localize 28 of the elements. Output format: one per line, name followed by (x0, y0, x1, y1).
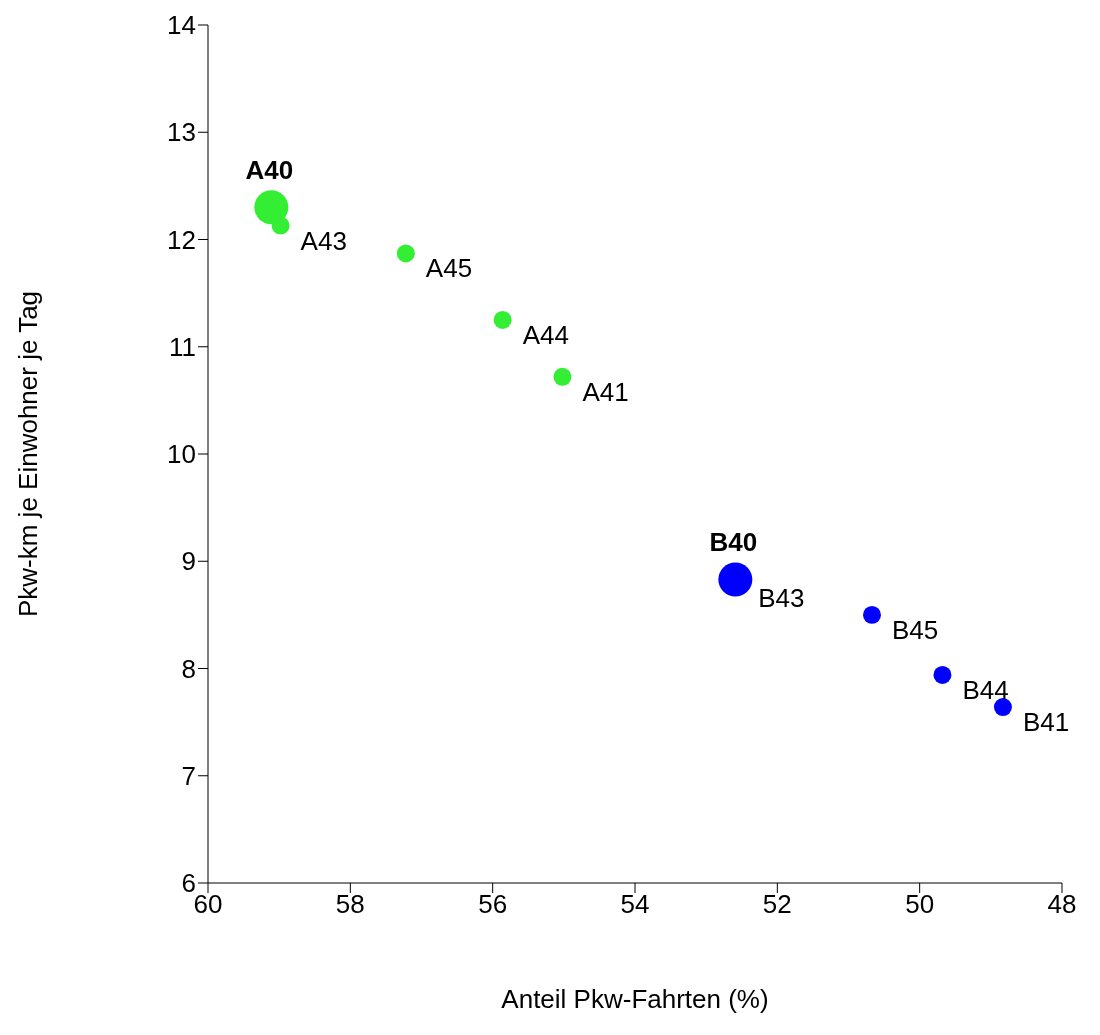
x-tick-label: 56 (478, 889, 508, 920)
x-tick-label: 48 (1047, 889, 1077, 920)
y-tick-label: 14 (167, 10, 196, 41)
annotation: B43 (758, 582, 805, 613)
annotation: B44 (962, 674, 1009, 705)
annotation: B45 (891, 614, 939, 645)
annotation: A41 (582, 376, 629, 407)
x-tick-label: 50 (905, 889, 935, 920)
x-tick-label: 60 (193, 889, 223, 920)
y-tick-label: 11 (169, 331, 196, 362)
y-tick-label: 7 (181, 760, 196, 791)
annotation: B40 (709, 527, 758, 558)
x-axis-title: Anteil Pkw-Fahrten (%) (501, 984, 769, 1014)
y-tick-label: 9 (181, 546, 196, 577)
y-tick-label: 12 (167, 224, 196, 255)
y-tick-label: 8 (181, 653, 196, 684)
x-tick-label: 52 (762, 889, 792, 920)
y-axis-title: Pkw-km je Einwohner je Tag (13, 290, 44, 618)
x-tick-label: 58 (335, 889, 365, 920)
x-tick-label: 54 (620, 889, 650, 920)
y-tick-label: 6 (181, 868, 196, 899)
annotation: A40 (245, 155, 294, 186)
annotation: A45 (425, 253, 473, 284)
annotation: A43 (300, 225, 347, 256)
annotation: B41 (1022, 707, 1070, 738)
annotation: A44 (522, 319, 569, 350)
y-tick-label: 10 (167, 439, 196, 470)
y-tick-label: 13 (167, 117, 196, 148)
